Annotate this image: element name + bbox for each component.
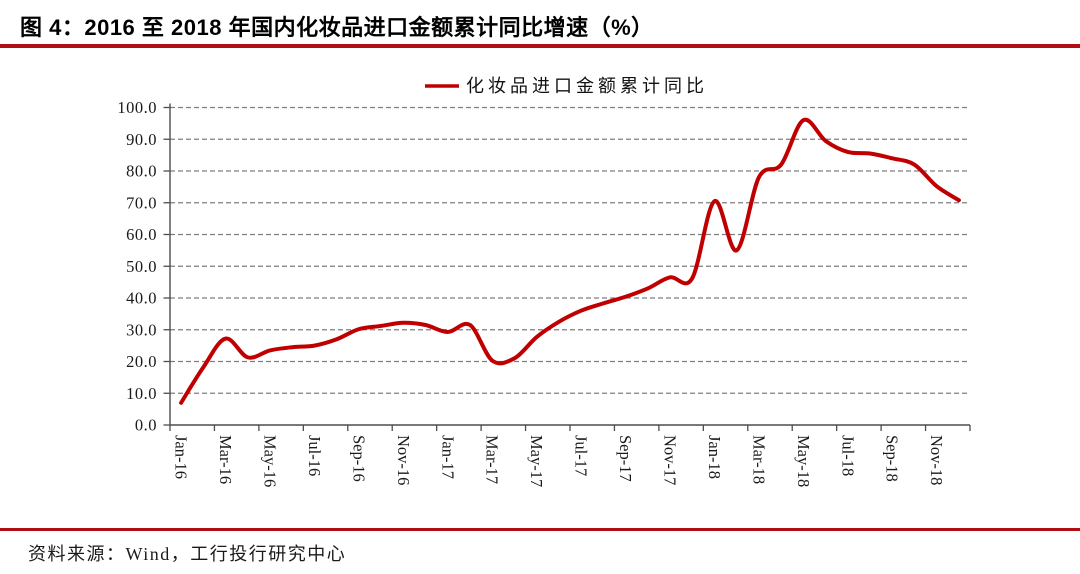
- chart-svg: 化妆品进口金额累计同比 0.0 10.0 20.0 30.0 40.0 50.0 60.0 7…: [117, 76, 971, 487]
- x-tick-label: Mar-18: [749, 435, 768, 484]
- y-axis-labels: 0.0 10.0 20.0 30.0 40.0 50.0 60.0 70.0 80.0 90.0 1…: [117, 98, 157, 435]
- y-tick-label: 20.0: [126, 352, 157, 371]
- x-tick-label: Nov-17: [661, 435, 680, 485]
- x-tick-label: May-17: [527, 435, 546, 487]
- chart-gridlines: [170, 106, 970, 394]
- series-line-cosmetics-import-yoy: [179, 117, 961, 405]
- x-tick-label: Jan-16: [172, 435, 191, 479]
- x-axis-labels: Jan-16 Mar-16 May-16 Jul-16 Sep-16 Nov-16 Jan-…: [172, 435, 947, 487]
- y-tick-label: 10.0: [126, 384, 157, 403]
- x-tick-label: Jan-18: [705, 435, 724, 479]
- title-rule: [0, 44, 1080, 48]
- y-tick-label: 100.0: [117, 98, 157, 117]
- x-tick-label: Jan-17: [438, 435, 457, 479]
- chart-axes: [163, 103, 971, 431]
- y-tick-label: 70.0: [126, 193, 157, 212]
- y-tick-label: 50.0: [126, 257, 157, 276]
- legend-label: 化妆品进口金额累计同比: [466, 76, 708, 96]
- x-tick-label: Nov-16: [394, 435, 413, 485]
- x-tick-label: Jul-17: [572, 435, 591, 476]
- x-tick-label: Nov-18: [927, 435, 946, 485]
- x-tick-label: May-16: [261, 435, 280, 487]
- figure-title: 图 4：2016 至 2018 年国内化妆品进口金额累计同比增速（%）: [20, 15, 654, 40]
- x-tick-label: Sep-16: [349, 435, 368, 482]
- x-tick-label: Jul-18: [838, 435, 857, 476]
- y-tick-label: 0.0: [135, 416, 157, 435]
- y-tick-label: 60.0: [126, 225, 157, 244]
- y-tick-label: 80.0: [126, 162, 157, 181]
- source-note: 资料来源：Wind，工行投行研究中心: [28, 544, 347, 564]
- x-tick-label: Sep-17: [616, 435, 635, 482]
- y-tick-label: 40.0: [126, 289, 157, 308]
- footer-rule: [0, 528, 1080, 531]
- x-tick-label: Jul-16: [305, 435, 324, 476]
- y-tick-label: 30.0: [126, 320, 157, 339]
- x-tick-label: Sep-18: [883, 435, 902, 482]
- chart-legend: 化妆品进口金额累计同比: [425, 76, 708, 96]
- x-tick-label: Mar-17: [483, 435, 502, 484]
- y-tick-label: 90.0: [126, 130, 157, 149]
- x-tick-label: May-18: [794, 435, 813, 487]
- x-tick-label: Mar-16: [216, 435, 235, 484]
